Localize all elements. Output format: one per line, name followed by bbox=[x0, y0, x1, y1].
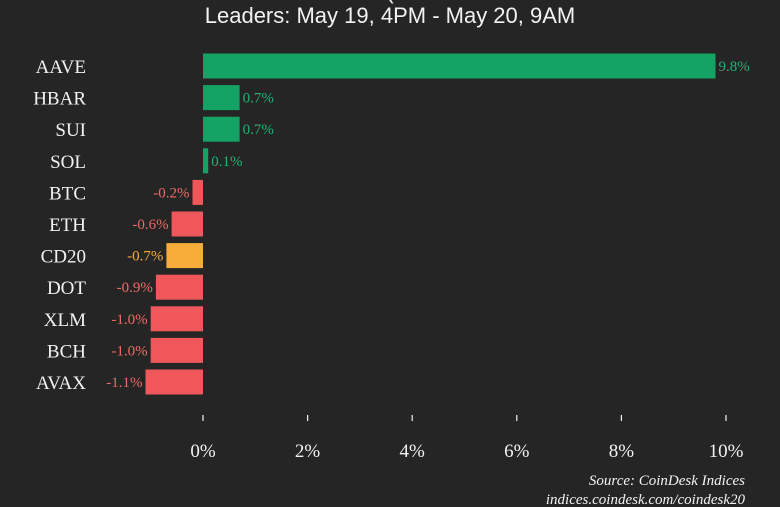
category-labels-group: AAVE HBAR SUI SOL BTC ETH CD20 DOT XLM BCH AVAX bbox=[33, 57, 86, 394]
bars-group bbox=[145, 53, 716, 395]
value-label-sui: 0.7% bbox=[243, 122, 274, 138]
value-label-eth: -0.6% bbox=[132, 217, 168, 233]
value-label-dot: -0.9% bbox=[117, 280, 153, 296]
bar-avax bbox=[145, 369, 203, 395]
x-tick-label-2: 2% bbox=[295, 441, 321, 462]
category-label-btc: BTC bbox=[49, 183, 86, 204]
bar-aave bbox=[203, 53, 716, 79]
category-label-xlm: XLM bbox=[44, 310, 86, 331]
bar-sui bbox=[203, 116, 240, 142]
value-labels-group: 9.8%0.7%0.7%0.1%-0.2%-0.6%-0.7%-0.9%-1.0… bbox=[106, 59, 750, 391]
x-tick-label-10: 10% bbox=[709, 441, 744, 462]
x-axis: 0% 2% 4% 6% 8% 10% bbox=[190, 415, 744, 462]
bar-cd20 bbox=[166, 243, 203, 269]
value-label-avax: -1.1% bbox=[106, 375, 142, 391]
bar-btc bbox=[192, 179, 203, 205]
x-tick-label-6: 6% bbox=[504, 441, 530, 462]
bar-sol bbox=[203, 148, 209, 174]
category-label-avax: AVAX bbox=[36, 373, 86, 394]
category-label-aave: AAVE bbox=[36, 57, 86, 78]
value-label-bch: -1.0% bbox=[111, 343, 147, 359]
x-tick-label-8: 8% bbox=[609, 441, 635, 462]
value-label-xlm: -1.0% bbox=[111, 312, 147, 328]
category-label-bch: BCH bbox=[47, 341, 86, 362]
chart-subtitle: Leaders: May 19, 4PM - May 20, 9AM bbox=[205, 3, 576, 28]
bar-bch bbox=[150, 337, 203, 363]
category-label-sol: SOL bbox=[50, 152, 86, 173]
bar-xlm bbox=[150, 306, 203, 332]
value-label-btc: -0.2% bbox=[153, 185, 189, 201]
category-label-dot: DOT bbox=[47, 278, 86, 299]
source-line-2: indices.coindesk.com/coindesk20 bbox=[546, 492, 746, 507]
chart-title-partial: ( bbox=[386, 0, 394, 4]
category-label-hbar: HBAR bbox=[33, 89, 86, 110]
x-tick-label-4: 4% bbox=[400, 441, 426, 462]
x-tick-label-0: 0% bbox=[190, 441, 216, 462]
value-label-aave: 9.8% bbox=[719, 59, 750, 75]
bar-hbar bbox=[203, 85, 240, 111]
category-label-sui: SUI bbox=[55, 120, 86, 141]
bar-dot bbox=[155, 274, 203, 300]
category-label-eth: ETH bbox=[49, 215, 86, 236]
value-label-sol: 0.1% bbox=[211, 154, 242, 170]
value-label-hbar: 0.7% bbox=[243, 91, 274, 107]
value-label-cd20: -0.7% bbox=[127, 249, 163, 265]
category-label-cd20: CD20 bbox=[41, 247, 86, 268]
bar-eth bbox=[171, 211, 203, 237]
source-line-1: Source: CoinDesk Indices bbox=[589, 473, 745, 489]
